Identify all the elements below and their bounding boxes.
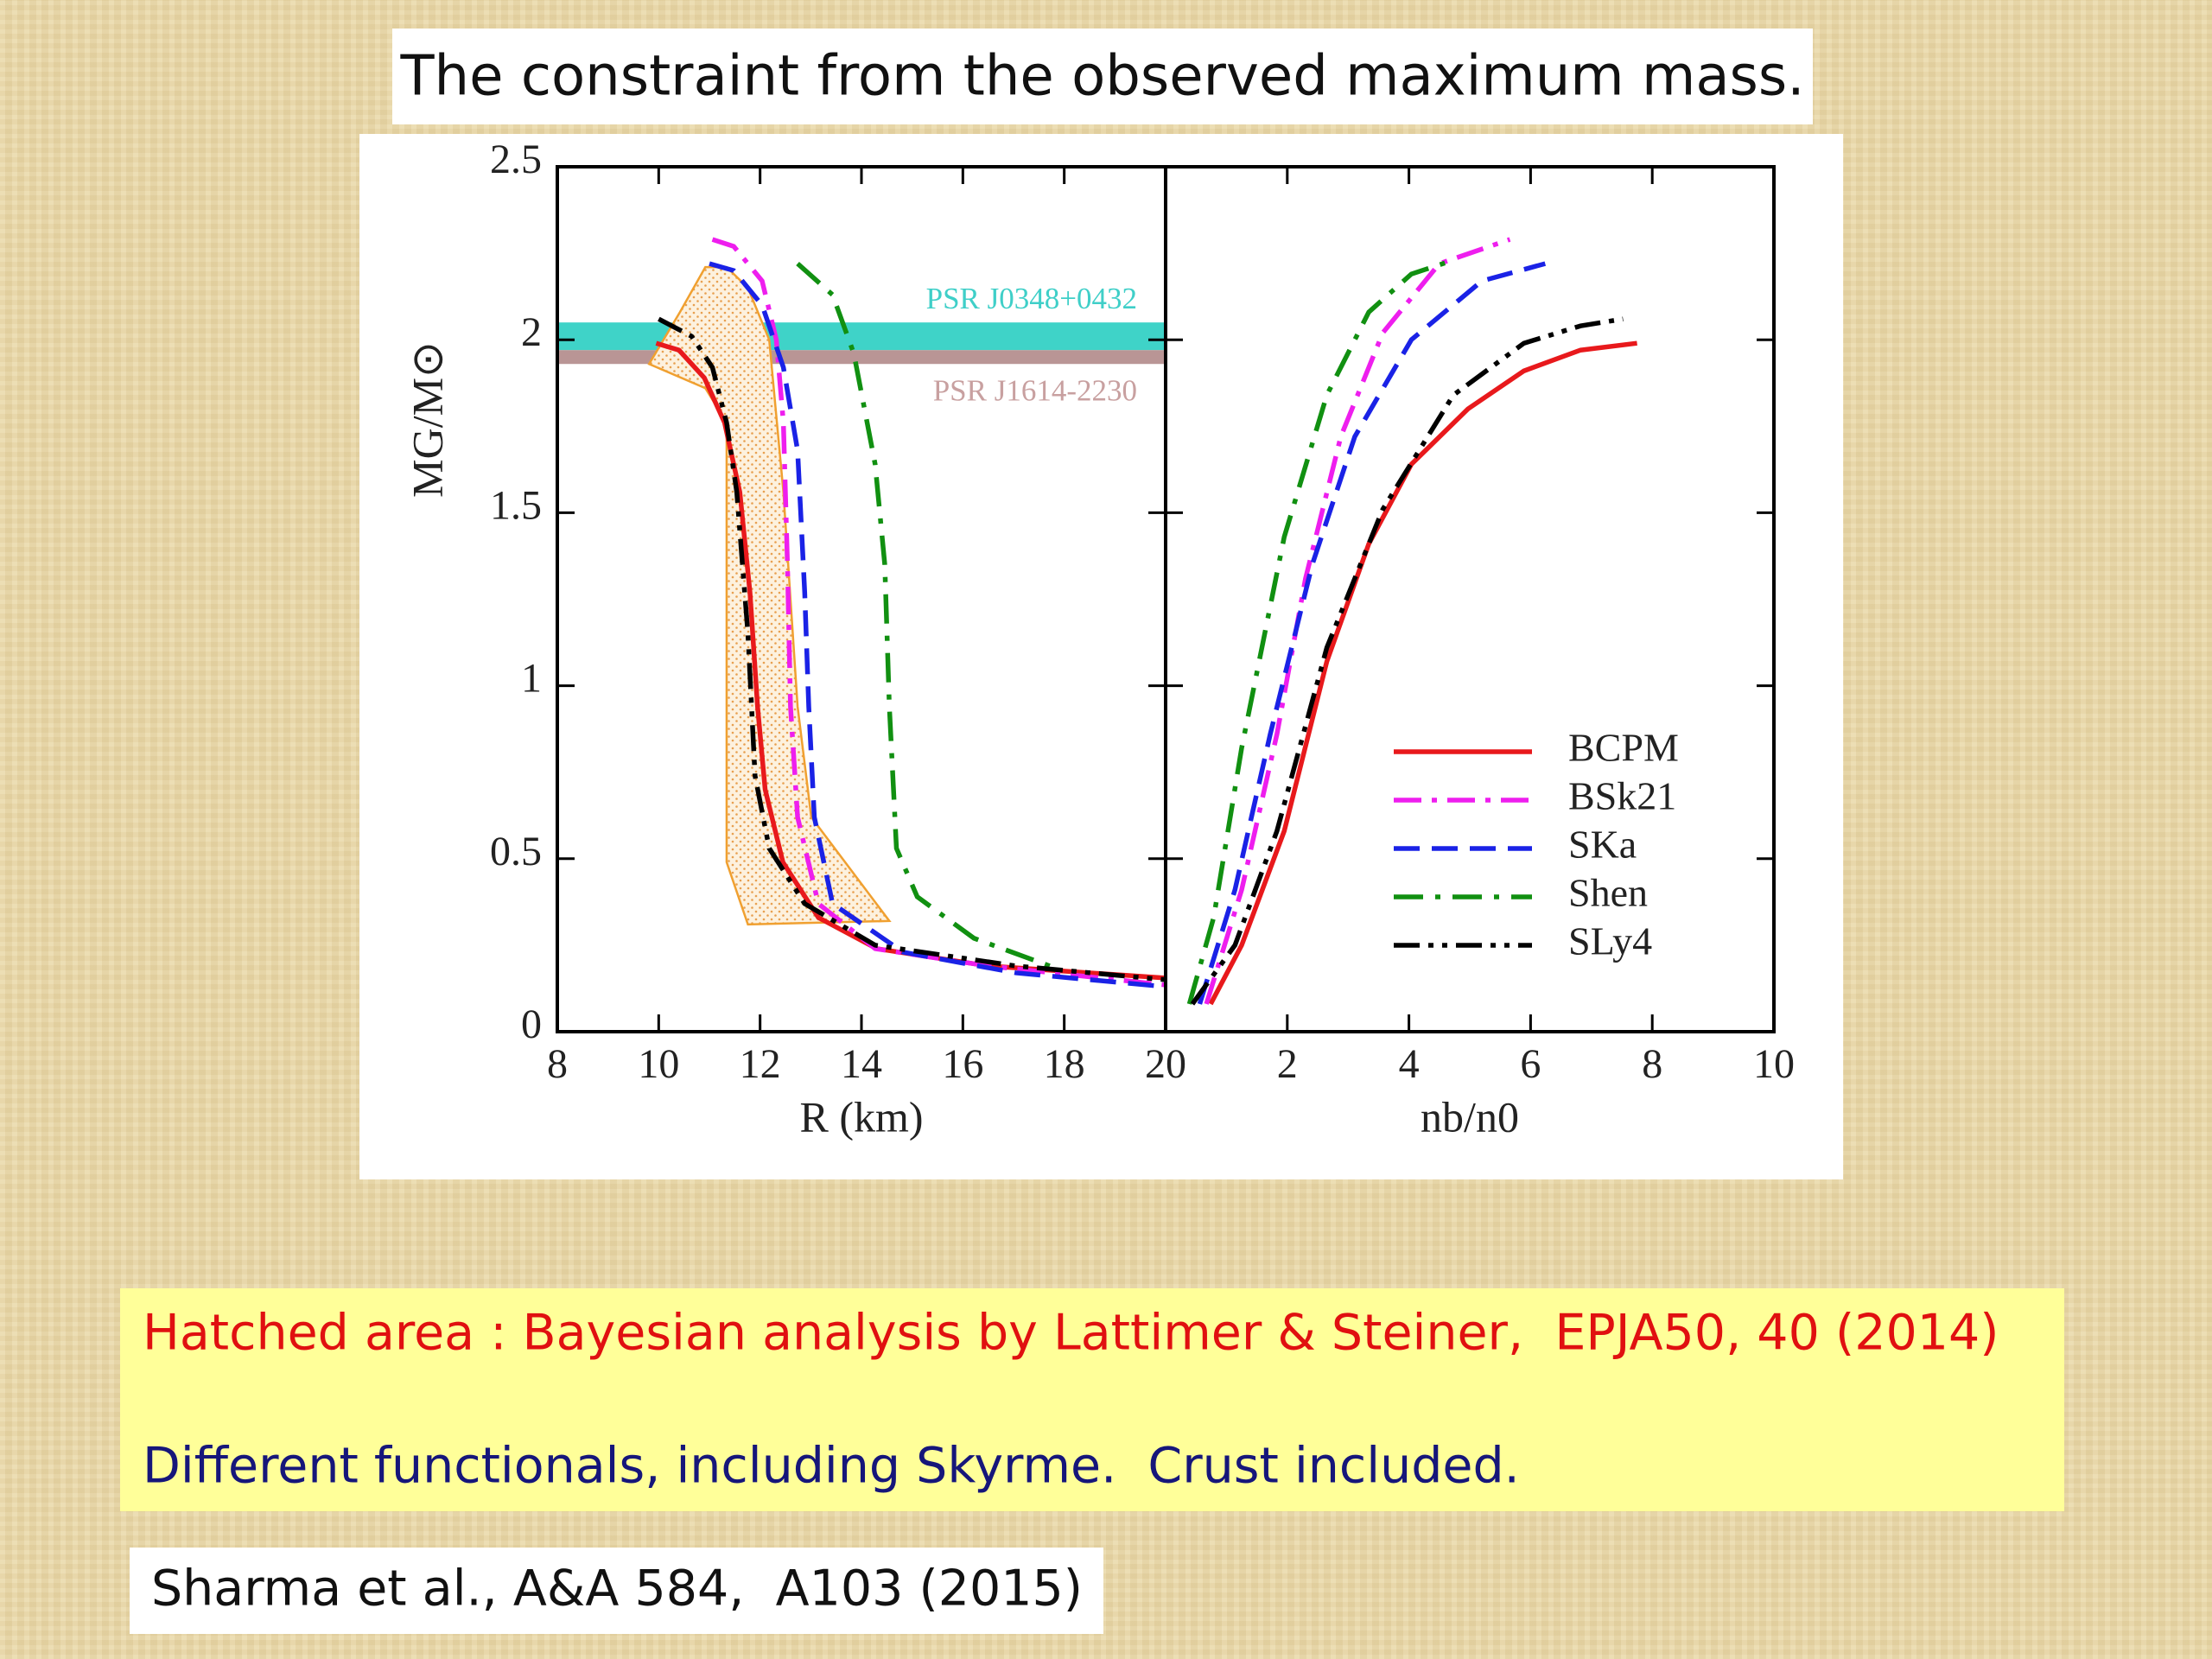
notes-box: [120, 1288, 2064, 1511]
series-line: [658, 316, 1166, 982]
citation-box: [130, 1548, 1103, 1634]
legend-label: BSk21: [1568, 774, 1676, 818]
band: [557, 322, 1166, 351]
x-axis-label: nb/n0: [1421, 1092, 1519, 1141]
y-tick-label: 0: [521, 1001, 542, 1047]
x-tick-label: 10: [638, 1041, 679, 1087]
x-tick-label: 14: [841, 1041, 882, 1087]
series-line: [1208, 340, 1637, 1006]
legend-label: BCPM: [1568, 726, 1679, 770]
legend-label: SKa: [1568, 823, 1637, 867]
y-tick-label: 1: [521, 656, 542, 702]
x-axis-label: R (km): [799, 1092, 923, 1141]
y-tick-label: 0.5: [490, 829, 542, 874]
y-tick-label: 2.5: [490, 137, 542, 182]
band-label: PSR J1614-2230: [933, 373, 1137, 407]
x-tick-label: 12: [740, 1041, 781, 1087]
band-label: PSR J0348+0432: [926, 282, 1137, 315]
x-tick-label: 10: [1753, 1041, 1795, 1087]
panel: [557, 237, 1166, 989]
x-tick-label: 2: [1277, 1041, 1298, 1087]
series-line: [1204, 237, 1511, 1005]
panel: [1186, 237, 1637, 1006]
title-box: [392, 29, 1813, 124]
series-line: [1190, 316, 1624, 1006]
x-tick-label: 4: [1399, 1041, 1420, 1087]
x-tick-label: 8: [547, 1041, 568, 1087]
x-tick-label: 8: [1642, 1041, 1662, 1087]
legend-label: Shen: [1568, 871, 1648, 915]
x-tick-label: 16: [942, 1041, 983, 1087]
chart-box: [359, 134, 1843, 1179]
y-axis-label: MG/M⊙: [403, 341, 451, 498]
note-red: Hatched area : Bayesian analysis by Latt…: [143, 1305, 1999, 1362]
series-line: [709, 261, 1166, 989]
series-line: [711, 237, 1166, 988]
note-blue: Different functionals, including Skyrme.…: [143, 1438, 1520, 1495]
band: [557, 350, 1166, 365]
series-line: [1197, 261, 1547, 1005]
x-tick-label: 18: [1044, 1041, 1085, 1087]
series-line: [796, 262, 1060, 972]
y-tick-label: 2: [521, 309, 542, 355]
legend-label: SLy4: [1568, 919, 1652, 963]
series-line: [1186, 257, 1454, 1005]
x-tick-label: 20: [1145, 1041, 1186, 1087]
citation: Sharma et al., A&A 584, A103 (2015): [151, 1560, 1083, 1618]
x-tick-label: 6: [1520, 1041, 1541, 1087]
plot-frame: [1164, 165, 1776, 1033]
y-tick-label: 1.5: [490, 482, 542, 528]
slide-title: The constraint from the observed maximum…: [399, 45, 1804, 109]
